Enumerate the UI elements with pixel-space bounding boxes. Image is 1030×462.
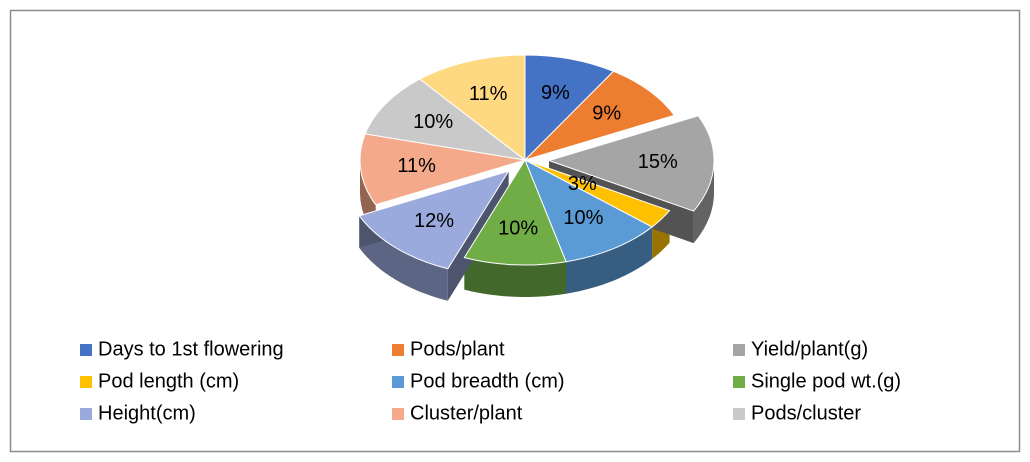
data-label: 10% <box>498 217 538 239</box>
data-label: 9% <box>541 82 570 104</box>
legend-label: Yield/plant(g) <box>751 338 868 360</box>
slice <box>524 54 615 162</box>
legend-swatch <box>733 344 745 356</box>
legend-label: Pods/cluster <box>751 402 861 424</box>
data-label: 10% <box>563 207 603 229</box>
legend-swatch <box>733 376 745 388</box>
data-label: 9% <box>592 102 621 124</box>
legend-label: Cluster/plant <box>410 402 523 424</box>
legend-swatch <box>80 408 92 420</box>
data-label: 11% <box>469 83 508 105</box>
data-label: 12% <box>414 210 454 232</box>
data-label: 15% <box>638 151 678 173</box>
legend-label: Height(cm) <box>98 402 196 424</box>
slice <box>524 158 654 263</box>
legend-swatch <box>80 376 92 388</box>
legend-swatch <box>392 376 404 388</box>
data-label: 11% <box>397 155 436 177</box>
legend-swatch <box>80 344 92 356</box>
legend-swatch <box>392 344 404 356</box>
legend-label: Pod breadth (cm) <box>410 370 565 392</box>
slice <box>359 133 526 206</box>
slice-side <box>464 257 566 297</box>
legend-label: Pod length (cm) <box>98 370 239 392</box>
slice-side <box>566 226 653 294</box>
slice-side <box>359 215 448 301</box>
slice <box>364 78 526 161</box>
legend-label: Single pod wt.(g) <box>751 370 901 392</box>
legend-label: Pods/plant <box>410 338 505 360</box>
legend-swatch <box>392 408 404 420</box>
slice <box>463 158 567 266</box>
data-label: 10% <box>413 111 453 133</box>
slice <box>358 170 510 270</box>
data-label: 3% <box>568 173 597 195</box>
legend-label: Days to 1st flowering <box>98 338 284 360</box>
slice <box>547 115 715 212</box>
legend-swatch <box>733 408 745 420</box>
slice <box>524 70 676 161</box>
slice-side <box>693 160 714 244</box>
slice <box>418 54 526 162</box>
